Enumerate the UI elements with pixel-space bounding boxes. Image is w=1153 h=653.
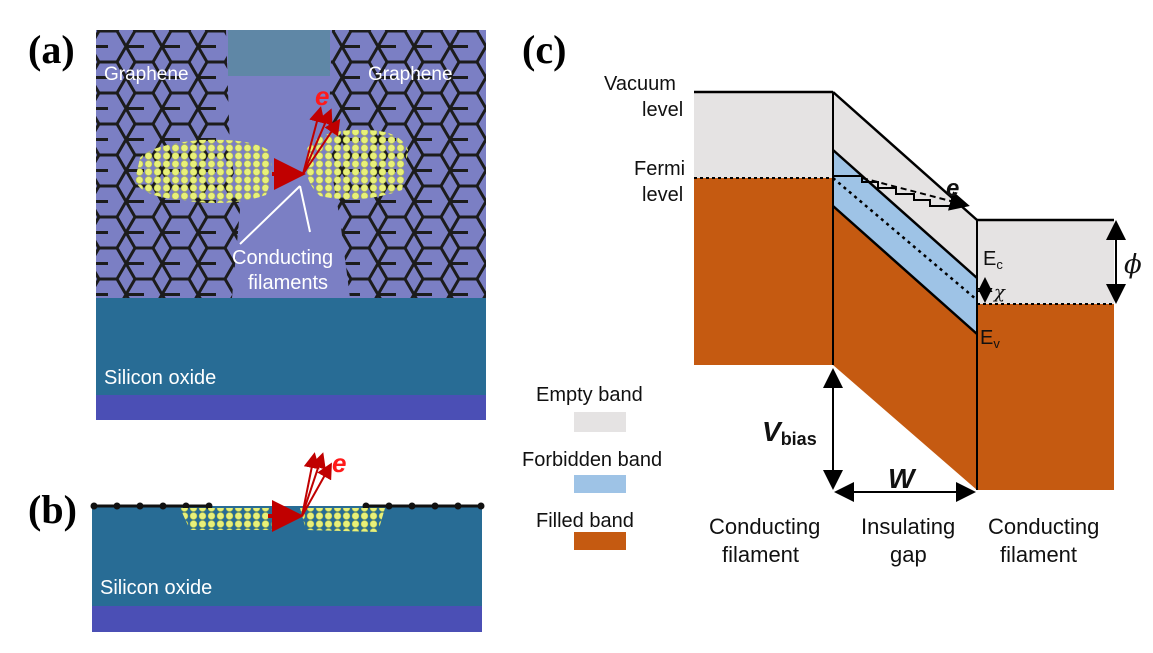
- phi-label: ϕ: [1124, 250, 1142, 280]
- electron-tunnel-arrow: [861, 177, 970, 211]
- substrate-label-a: Silicon oxide: [104, 367, 216, 389]
- bottom-mid-line2: gap: [890, 542, 927, 567]
- callout-line-right: [299, 185, 311, 233]
- graphene-atoms: [90, 502, 485, 510]
- gap-empty-band: [833, 92, 977, 278]
- electron-label-a: e: [315, 81, 329, 111]
- panel-c-letter: (c): [522, 27, 566, 72]
- filament-cluster-left: [135, 139, 272, 204]
- silicon-base-layer-b: [92, 606, 482, 632]
- electron-label-c: e: [946, 175, 959, 202]
- filaments-label-line2: filaments: [248, 272, 328, 294]
- gap-forbidden-band: [833, 150, 977, 334]
- bottom-left-line2: filament: [722, 542, 799, 567]
- graphene-sheet-right: [328, 30, 486, 298]
- filament-cluster-b-right: [300, 508, 385, 532]
- legend-swatch-empty: [574, 412, 626, 432]
- filament-cluster-b-left: [180, 508, 272, 530]
- electron-staircase: [833, 175, 956, 207]
- ev-label: Ev: [980, 327, 1000, 351]
- left-filled-band: [694, 178, 833, 365]
- conduction-band-edge: [832, 149, 978, 279]
- legend-label-filled: Filled band: [536, 510, 634, 532]
- graphene-label-right: Graphene: [368, 64, 453, 85]
- legend-label-forbidden: Forbidden band: [522, 449, 662, 471]
- bottom-right-line2: filament: [1000, 542, 1077, 567]
- filaments-label-line1: Conducting: [232, 247, 333, 269]
- fermi-label-line1: Fermi: [634, 158, 685, 180]
- electron-label-b: e: [332, 448, 346, 478]
- ec-label: Ec: [983, 248, 1003, 272]
- chi-label: χ: [992, 282, 1006, 303]
- electron-ray-b3: [301, 462, 332, 517]
- vacuum-label-line2: level: [642, 99, 683, 121]
- panel-a: (a) e Graphene Graphene Conducting filam…: [28, 27, 486, 420]
- top-gap-region: [228, 30, 330, 76]
- legend-swatch-filled: [574, 532, 626, 550]
- panel-b-letter: (b): [28, 487, 77, 532]
- electron-ray-a3: [302, 118, 341, 175]
- panel-a-letter: (a): [28, 27, 75, 72]
- silicon-oxide-layer-a: [96, 298, 486, 395]
- silicon-base-layer-a: [96, 395, 486, 420]
- left-empty-band: [694, 92, 833, 178]
- vbias-label: Vbias: [762, 416, 817, 449]
- panel-b: (b) e Silicon oxide: [28, 448, 485, 632]
- electron-ray-a1: [302, 106, 325, 175]
- filament-cluster-right: [305, 129, 408, 200]
- vacuum-label-line1: Vacuum: [604, 73, 676, 95]
- valence-band-edge: [832, 205, 978, 335]
- width-label: W: [888, 463, 917, 494]
- legend-label-empty: Empty band: [536, 384, 643, 406]
- gap-filled-band: [833, 206, 977, 490]
- graphene-label-left: Graphene: [104, 64, 189, 85]
- panel-c: (c) e ϕ χ Ec Ev V: [522, 27, 1142, 567]
- fermi-label-line2: level: [642, 184, 683, 206]
- substrate-label-b: Silicon oxide: [100, 577, 212, 599]
- legend-swatch-forbidden: [574, 475, 626, 493]
- right-empty-band: [977, 220, 1114, 304]
- legend: Empty band Forbidden band Filled band: [522, 384, 662, 550]
- bottom-mid-line1: Insulating: [861, 514, 955, 539]
- bottom-right-line1: Conducting: [988, 514, 1099, 539]
- right-filled-band: [977, 304, 1114, 490]
- bottom-left-line1: Conducting: [709, 514, 820, 539]
- callout-line-left: [239, 185, 301, 245]
